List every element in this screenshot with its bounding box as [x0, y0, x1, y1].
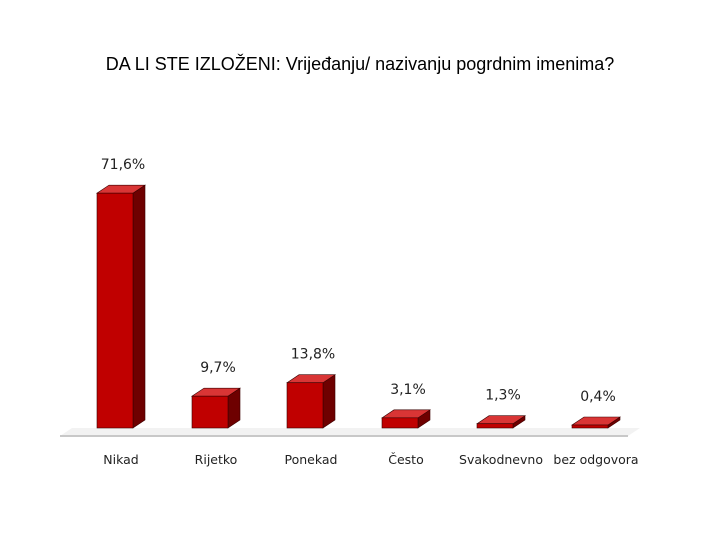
bar-2	[286, 374, 336, 429]
x-tick-label: Ponekad	[285, 452, 338, 467]
data-label: 1,3%	[485, 388, 521, 404]
x-tick-label: Svakodnevno	[459, 452, 543, 467]
bar-front	[96, 192, 134, 429]
bar-5	[571, 416, 621, 429]
chart-title: DA LI STE IZLOŽENI: Vrijeđanju/ nazivanj…	[105, 54, 615, 74]
x-tick-label: Često	[388, 452, 423, 467]
chart-floor	[60, 428, 640, 436]
bar-0	[96, 184, 146, 429]
bar-front	[286, 382, 324, 429]
bar-front	[476, 423, 514, 429]
bar-front	[571, 424, 609, 429]
data-label: 13,8%	[291, 347, 335, 363]
x-tick-label: bez odgovora	[553, 452, 638, 467]
bar-3	[381, 409, 431, 429]
bar-1	[191, 387, 241, 429]
data-label: 71,6%	[101, 157, 145, 173]
data-label: 0,4%	[580, 389, 616, 405]
bar-front	[191, 395, 229, 429]
bar-4	[476, 415, 526, 429]
bar-side	[132, 184, 146, 429]
x-tick-label: Nikad	[103, 452, 138, 467]
x-tick-label: Rijetko	[195, 452, 238, 467]
data-label: 9,7%	[200, 360, 236, 376]
data-label: 3,1%	[390, 382, 426, 398]
bar-side	[322, 374, 336, 429]
bar-front	[381, 417, 419, 429]
